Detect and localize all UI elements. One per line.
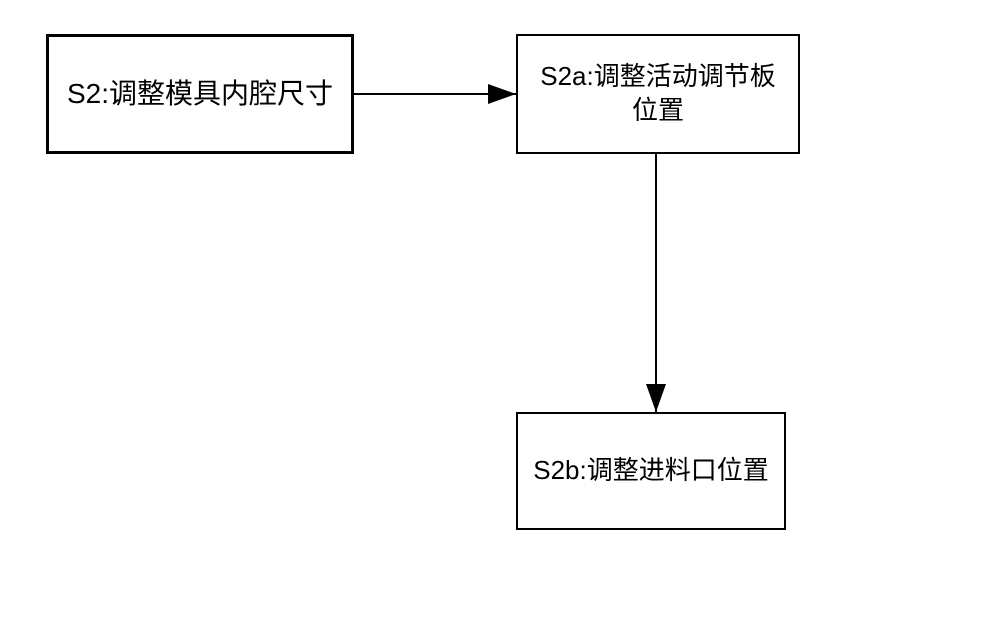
flowchart-canvas: S2:调整模具内腔尺寸 S2a:调整活动调节板位置 S2b:调整进料口位置 (0, 0, 1000, 636)
node-s2a-label: S2a:调整活动调节板位置 (528, 60, 788, 128)
node-s2b: S2b:调整进料口位置 (516, 412, 786, 530)
node-s2b-label: S2b:调整进料口位置 (533, 454, 769, 488)
node-s2a: S2a:调整活动调节板位置 (516, 34, 800, 154)
node-s2-label: S2:调整模具内腔尺寸 (67, 76, 333, 112)
node-s2: S2:调整模具内腔尺寸 (46, 34, 354, 154)
